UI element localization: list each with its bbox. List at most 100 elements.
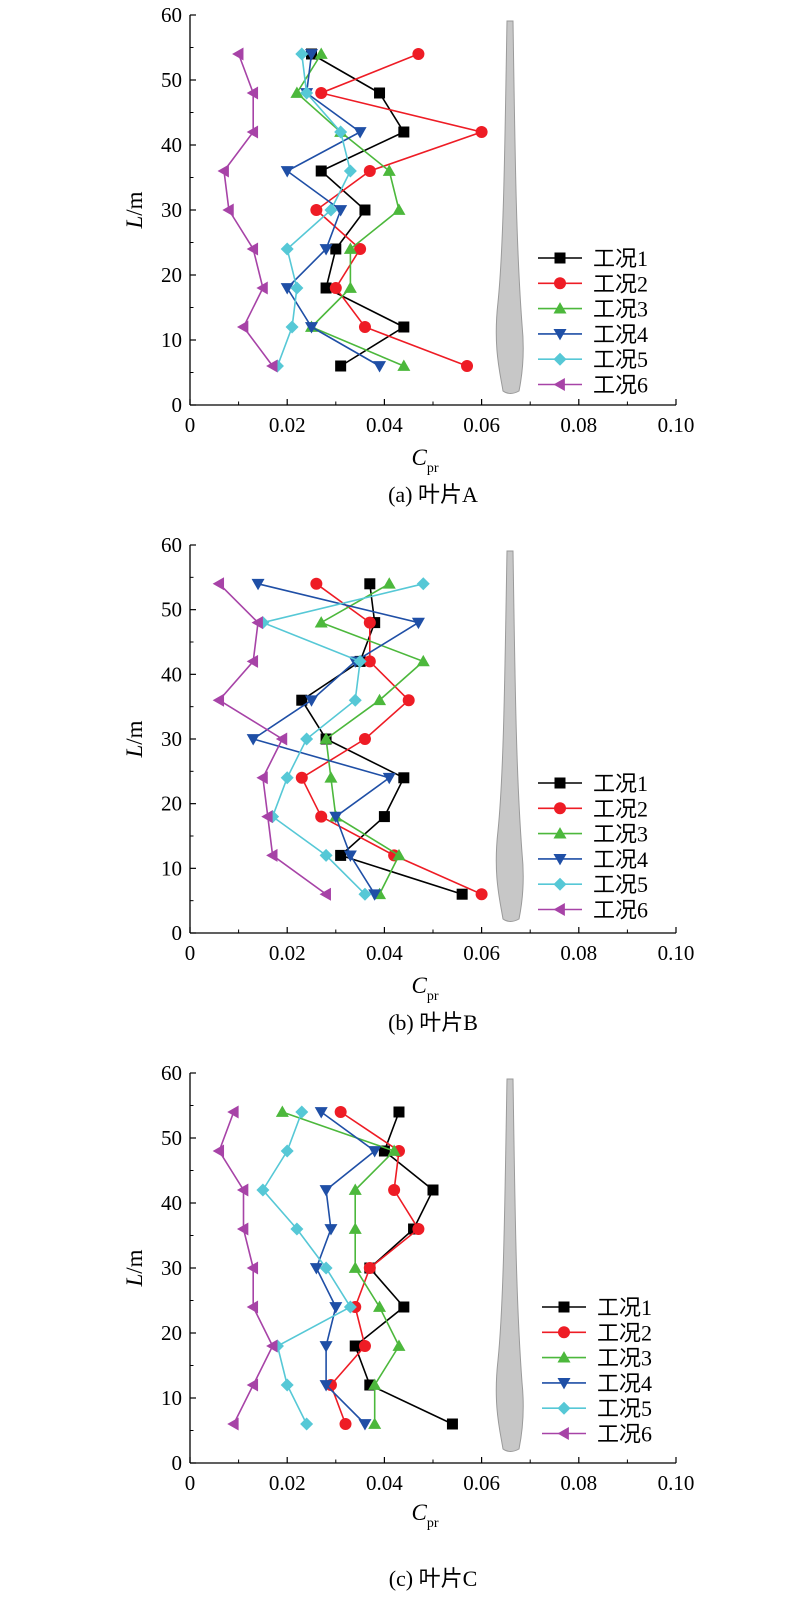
y-tick-label: 20	[161, 1321, 182, 1345]
data-point	[373, 693, 387, 706]
data-point	[232, 47, 244, 61]
legend-marker	[553, 329, 567, 341]
x-tick-label: 0.10	[658, 941, 695, 965]
data-point	[246, 654, 259, 668]
data-point	[315, 810, 328, 823]
data-point	[295, 1105, 309, 1119]
x-tick-label: 0.04	[366, 1471, 403, 1495]
data-point	[319, 887, 331, 901]
data-point	[275, 1105, 289, 1117]
data-point	[359, 204, 371, 216]
data-point	[378, 1145, 390, 1157]
data-point	[329, 811, 343, 824]
data-point	[329, 1302, 343, 1314]
data-point	[212, 693, 225, 707]
legend-marker	[554, 277, 566, 290]
x-tick-label: 0.04	[366, 941, 403, 965]
data-point	[363, 1262, 376, 1274]
y-tick-label: 30	[161, 727, 182, 751]
data-point	[256, 1183, 270, 1197]
data-point	[236, 1183, 249, 1197]
data-point	[305, 322, 318, 334]
data-point	[343, 164, 357, 178]
legend-label: 工况1	[597, 1295, 652, 1320]
y-axis-label-var: L	[122, 216, 147, 230]
data-point	[310, 204, 323, 216]
data-point	[387, 1144, 401, 1156]
data-point	[343, 281, 357, 293]
data-point	[319, 732, 333, 744]
data-point	[382, 577, 396, 589]
data-point	[373, 361, 387, 373]
data-point	[314, 1107, 328, 1119]
data-point	[324, 203, 338, 217]
y-tick-label: 10	[161, 856, 182, 880]
data-point	[392, 848, 406, 861]
y-tick-label: 0	[172, 921, 183, 945]
data-point	[456, 888, 468, 900]
data-point	[227, 1105, 239, 1119]
legend-marker	[554, 777, 566, 789]
data-point	[236, 1222, 249, 1236]
series-6	[217, 47, 278, 373]
legend-label: 工况1	[593, 246, 648, 271]
x-tick-label: 0.02	[269, 413, 306, 437]
data-point	[246, 125, 259, 139]
data-point	[309, 1263, 323, 1275]
data-point	[398, 772, 410, 784]
series-2	[324, 1106, 425, 1430]
data-point	[416, 654, 430, 667]
x-axis-label-sub: pr	[427, 1516, 439, 1531]
blade-illustration	[495, 1078, 524, 1452]
series-2	[310, 48, 488, 372]
data-point	[280, 1144, 294, 1158]
y-tick-label: 10	[161, 1386, 182, 1410]
legend-marker	[553, 903, 565, 916]
data-point	[475, 126, 488, 138]
x-axis-label: Cpr	[411, 1500, 438, 1531]
data-point	[236, 320, 249, 334]
series-6	[212, 577, 331, 901]
data-point	[319, 1380, 333, 1392]
legend-marker	[558, 1326, 570, 1339]
data-point	[343, 1300, 357, 1314]
y-tick-label: 20	[161, 263, 182, 287]
x-tick-label: 0	[185, 941, 196, 965]
data-point	[251, 616, 263, 630]
data-point	[296, 694, 308, 706]
data-point	[416, 577, 430, 591]
data-point	[246, 1261, 259, 1275]
x-axis-label-main: C	[411, 973, 427, 998]
x-tick-label: 0.04	[366, 413, 403, 437]
legend-label: 工况4	[593, 847, 648, 872]
x-tick-label: 0.06	[463, 941, 500, 965]
y-axis-label: L/m	[122, 1249, 147, 1287]
data-point	[280, 1378, 294, 1392]
data-point	[392, 203, 406, 215]
legend-marker	[554, 802, 566, 815]
data-point	[324, 1224, 338, 1236]
data-point	[324, 771, 338, 783]
y-axis-label-unit: /m	[122, 191, 147, 215]
data-point	[290, 281, 304, 295]
x-tick-label: 0.10	[658, 413, 695, 437]
data-point	[295, 47, 309, 61]
data-point	[305, 695, 318, 707]
blade-illustration	[495, 20, 524, 394]
data-point	[343, 242, 357, 254]
data-point	[315, 87, 328, 99]
series-6	[212, 1105, 278, 1431]
data-point	[280, 242, 294, 256]
data-point	[339, 1418, 352, 1430]
y-tick-label: 60	[161, 1061, 182, 1085]
data-point	[285, 320, 299, 334]
legend-marker	[553, 827, 567, 839]
data-point	[295, 771, 308, 784]
data-point	[212, 1144, 225, 1158]
data-point	[334, 125, 348, 139]
legend-label: 工况1	[593, 771, 648, 796]
data-point	[246, 86, 259, 100]
data-point	[261, 810, 273, 824]
